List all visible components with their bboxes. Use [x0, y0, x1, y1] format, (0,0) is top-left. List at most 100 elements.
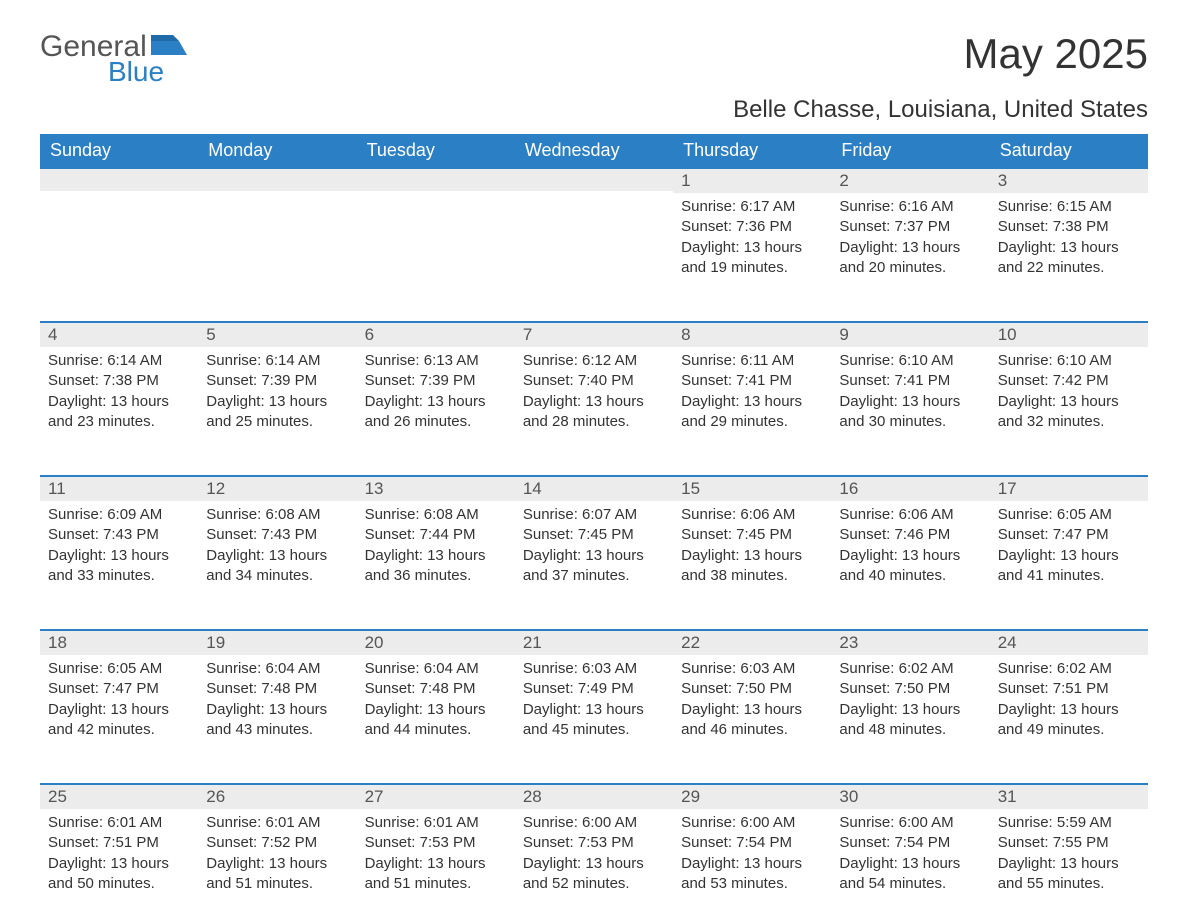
- daylight-line: Daylight: 13 hours and 33 minutes.: [48, 546, 190, 587]
- daylight-line: Daylight: 13 hours and 53 minutes.: [681, 854, 823, 895]
- daylight-line: Daylight: 13 hours and 37 minutes.: [523, 546, 665, 587]
- empty-day-header: [40, 167, 198, 191]
- day-details: Sunrise: 6:06 AMSunset: 7:46 PMDaylight:…: [831, 501, 989, 596]
- day-details: Sunrise: 6:01 AMSunset: 7:51 PMDaylight:…: [40, 809, 198, 904]
- sunset-line: Sunset: 7:37 PM: [839, 217, 981, 237]
- empty-day-header: [357, 167, 515, 191]
- daylight-line: Daylight: 13 hours and 20 minutes.: [839, 238, 981, 279]
- day-number: 9: [831, 321, 989, 347]
- day-number: 25: [40, 783, 198, 809]
- calendar-week-row: 25Sunrise: 6:01 AMSunset: 7:51 PMDayligh…: [40, 783, 1148, 923]
- calendar-day-cell: 30Sunrise: 6:00 AMSunset: 7:54 PMDayligh…: [831, 783, 989, 923]
- weekday-header: Monday: [198, 134, 356, 167]
- sunrise-line: Sunrise: 6:00 AM: [523, 813, 665, 833]
- calendar-day-cell: 19Sunrise: 6:04 AMSunset: 7:48 PMDayligh…: [198, 629, 356, 769]
- sunset-line: Sunset: 7:39 PM: [206, 371, 348, 391]
- weekday-header: Sunday: [40, 134, 198, 167]
- day-number: 18: [40, 629, 198, 655]
- sunset-line: Sunset: 7:51 PM: [48, 833, 190, 853]
- calendar-table: SundayMondayTuesdayWednesdayThursdayFrid…: [40, 134, 1148, 923]
- daylight-line: Daylight: 13 hours and 49 minutes.: [998, 700, 1140, 741]
- daylight-line: Daylight: 13 hours and 55 minutes.: [998, 854, 1140, 895]
- day-details: Sunrise: 6:07 AMSunset: 7:45 PMDaylight:…: [515, 501, 673, 596]
- daylight-line: Daylight: 13 hours and 22 minutes.: [998, 238, 1140, 279]
- calendar-day-cell: 9Sunrise: 6:10 AMSunset: 7:41 PMDaylight…: [831, 321, 989, 461]
- week-spacer: [40, 307, 1148, 321]
- day-number: 19: [198, 629, 356, 655]
- sunset-line: Sunset: 7:52 PM: [206, 833, 348, 853]
- calendar-day-cell: 29Sunrise: 6:00 AMSunset: 7:54 PMDayligh…: [673, 783, 831, 923]
- weekday-header: Friday: [831, 134, 989, 167]
- calendar-day-cell: 8Sunrise: 6:11 AMSunset: 7:41 PMDaylight…: [673, 321, 831, 461]
- sunset-line: Sunset: 7:39 PM: [365, 371, 507, 391]
- weekday-header: Thursday: [673, 134, 831, 167]
- sunrise-line: Sunrise: 6:03 AM: [523, 659, 665, 679]
- sunrise-line: Sunrise: 6:02 AM: [839, 659, 981, 679]
- calendar-day-cell: 7Sunrise: 6:12 AMSunset: 7:40 PMDaylight…: [515, 321, 673, 461]
- day-number: 10: [990, 321, 1148, 347]
- sunrise-line: Sunrise: 6:05 AM: [48, 659, 190, 679]
- sunrise-line: Sunrise: 6:02 AM: [998, 659, 1140, 679]
- sunset-line: Sunset: 7:49 PM: [523, 679, 665, 699]
- daylight-line: Daylight: 13 hours and 50 minutes.: [48, 854, 190, 895]
- sunrise-line: Sunrise: 6:00 AM: [839, 813, 981, 833]
- sunrise-line: Sunrise: 6:00 AM: [681, 813, 823, 833]
- day-details: Sunrise: 6:10 AMSunset: 7:42 PMDaylight:…: [990, 347, 1148, 442]
- day-number: 29: [673, 783, 831, 809]
- sunrise-line: Sunrise: 6:14 AM: [206, 351, 348, 371]
- calendar-day-cell: 2Sunrise: 6:16 AMSunset: 7:37 PMDaylight…: [831, 167, 989, 307]
- daylight-line: Daylight: 13 hours and 29 minutes.: [681, 392, 823, 433]
- calendar-day-cell: 4Sunrise: 6:14 AMSunset: 7:38 PMDaylight…: [40, 321, 198, 461]
- location-subtitle: Belle Chasse, Louisiana, United States: [40, 96, 1148, 124]
- calendar-day-cell: 15Sunrise: 6:06 AMSunset: 7:45 PMDayligh…: [673, 475, 831, 615]
- daylight-line: Daylight: 13 hours and 45 minutes.: [523, 700, 665, 741]
- sunrise-line: Sunrise: 6:01 AM: [206, 813, 348, 833]
- day-details: Sunrise: 6:05 AMSunset: 7:47 PMDaylight:…: [40, 655, 198, 750]
- day-number: 22: [673, 629, 831, 655]
- daylight-line: Daylight: 13 hours and 23 minutes.: [48, 392, 190, 433]
- day-number: 14: [515, 475, 673, 501]
- day-details: Sunrise: 6:02 AMSunset: 7:51 PMDaylight:…: [990, 655, 1148, 750]
- calendar-day-cell: 27Sunrise: 6:01 AMSunset: 7:53 PMDayligh…: [357, 783, 515, 923]
- weekday-header: Wednesday: [515, 134, 673, 167]
- daylight-line: Daylight: 13 hours and 30 minutes.: [839, 392, 981, 433]
- sunset-line: Sunset: 7:44 PM: [365, 525, 507, 545]
- sunrise-line: Sunrise: 5:59 AM: [998, 813, 1140, 833]
- sunrise-line: Sunrise: 6:17 AM: [681, 197, 823, 217]
- day-number: 13: [357, 475, 515, 501]
- calendar-day-cell: 16Sunrise: 6:06 AMSunset: 7:46 PMDayligh…: [831, 475, 989, 615]
- calendar-week-row: 1Sunrise: 6:17 AMSunset: 7:36 PMDaylight…: [40, 167, 1148, 307]
- sunset-line: Sunset: 7:41 PM: [839, 371, 981, 391]
- calendar-week-row: 11Sunrise: 6:09 AMSunset: 7:43 PMDayligh…: [40, 475, 1148, 615]
- calendar-day-cell: 23Sunrise: 6:02 AMSunset: 7:50 PMDayligh…: [831, 629, 989, 769]
- day-number: 27: [357, 783, 515, 809]
- day-details: Sunrise: 6:01 AMSunset: 7:53 PMDaylight:…: [357, 809, 515, 904]
- sunrise-line: Sunrise: 6:12 AM: [523, 351, 665, 371]
- day-number: 6: [357, 321, 515, 347]
- day-number: 8: [673, 321, 831, 347]
- calendar-day-cell: 6Sunrise: 6:13 AMSunset: 7:39 PMDaylight…: [357, 321, 515, 461]
- sunset-line: Sunset: 7:47 PM: [998, 525, 1140, 545]
- daylight-line: Daylight: 13 hours and 41 minutes.: [998, 546, 1140, 587]
- sunrise-line: Sunrise: 6:16 AM: [839, 197, 981, 217]
- day-number: 17: [990, 475, 1148, 501]
- day-details: Sunrise: 6:09 AMSunset: 7:43 PMDaylight:…: [40, 501, 198, 596]
- calendar-day-cell: [40, 167, 198, 307]
- sunset-line: Sunset: 7:45 PM: [523, 525, 665, 545]
- sunset-line: Sunset: 7:36 PM: [681, 217, 823, 237]
- calendar-day-cell: 20Sunrise: 6:04 AMSunset: 7:48 PMDayligh…: [357, 629, 515, 769]
- calendar-week-row: 18Sunrise: 6:05 AMSunset: 7:47 PMDayligh…: [40, 629, 1148, 769]
- day-number: 30: [831, 783, 989, 809]
- daylight-line: Daylight: 13 hours and 54 minutes.: [839, 854, 981, 895]
- calendar-day-cell: 28Sunrise: 6:00 AMSunset: 7:53 PMDayligh…: [515, 783, 673, 923]
- calendar-day-cell: 13Sunrise: 6:08 AMSunset: 7:44 PMDayligh…: [357, 475, 515, 615]
- day-details: Sunrise: 6:04 AMSunset: 7:48 PMDaylight:…: [198, 655, 356, 750]
- calendar-day-cell: 12Sunrise: 6:08 AMSunset: 7:43 PMDayligh…: [198, 475, 356, 615]
- daylight-line: Daylight: 13 hours and 48 minutes.: [839, 700, 981, 741]
- day-details: Sunrise: 5:59 AMSunset: 7:55 PMDaylight:…: [990, 809, 1148, 904]
- day-details: Sunrise: 6:10 AMSunset: 7:41 PMDaylight:…: [831, 347, 989, 442]
- day-number: 5: [198, 321, 356, 347]
- calendar-day-cell: 25Sunrise: 6:01 AMSunset: 7:51 PMDayligh…: [40, 783, 198, 923]
- day-number: 11: [40, 475, 198, 501]
- sunset-line: Sunset: 7:42 PM: [998, 371, 1140, 391]
